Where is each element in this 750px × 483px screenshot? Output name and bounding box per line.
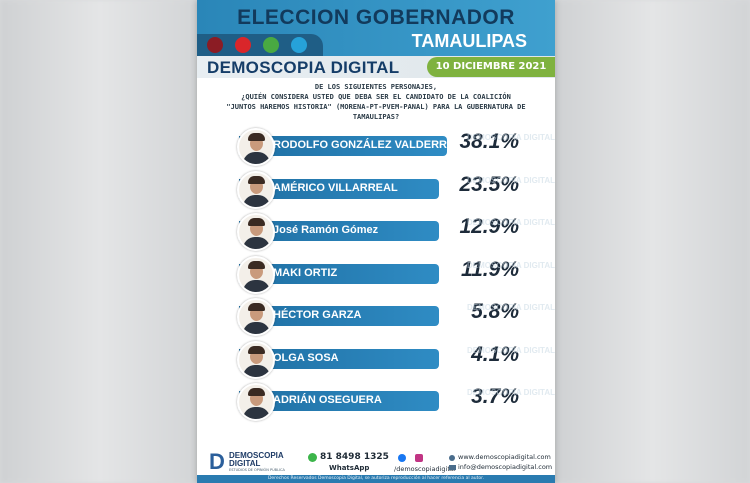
watermark-text: DEMOSCOPIA DIGITAL bbox=[467, 303, 555, 312]
candidate-name: MAKI ORTIZ bbox=[273, 266, 338, 279]
whatsapp-icon bbox=[308, 453, 317, 462]
watermark-text: DEMOSCOPIA DIGITAL bbox=[467, 388, 555, 397]
candidate-row: AMÉRICO VILLARREAL 23.5% DEMOSCOPIA DIGITA… bbox=[197, 169, 555, 209]
watermark-text: DEMOSCOPIA DIGITAL bbox=[467, 260, 555, 270]
brand-logo-icon: D bbox=[209, 449, 225, 474]
candidate-percentage: 4.1% bbox=[471, 342, 519, 366]
survey-question: DE LOS SIGUIENTES PERSONAJES, ¿QUIÉN CON… bbox=[205, 82, 547, 122]
candidate-percentage: 11.9% bbox=[461, 257, 519, 281]
question-line-1: DE LOS SIGUIENTES PERSONAJES, bbox=[314, 83, 438, 91]
date-badge: 10 DICIEMBRE 2021 bbox=[427, 57, 555, 77]
background-right-blur bbox=[555, 0, 750, 483]
page-subtitle: TAMAULIPAS bbox=[411, 31, 527, 51]
candidate-photo-icon bbox=[237, 170, 275, 209]
copyright-strip: Derechos Reservados Demoscopia Digital, … bbox=[197, 475, 555, 483]
candidate-percentage: 5.8% bbox=[471, 300, 519, 323]
watermark-text: DEMOSCOPIA DIGITAL bbox=[467, 218, 555, 227]
mail-icon bbox=[449, 465, 456, 470]
watermark-text: DEMOSCOPIA DIGITAL bbox=[467, 133, 555, 142]
email-link[interactable]: info@demoscopiadigital.com bbox=[458, 463, 553, 471]
candidate-bar bbox=[239, 136, 447, 156]
candidate-name: OLGA SOSA bbox=[273, 351, 339, 364]
poll-poster: ELECCION GOBERNADOR TAMAULIPAS DEMOSCOPI… bbox=[197, 0, 555, 483]
candidate-bar bbox=[239, 221, 439, 241]
candidate-name: RODOLFO GONZÁLEZ VALDERRAMA bbox=[273, 139, 473, 151]
candidate-name: José Ramón Gómez bbox=[273, 224, 379, 236]
social-handle[interactable]: /demoscopiadigital bbox=[394, 465, 456, 473]
candidate-photo-icon bbox=[237, 340, 275, 379]
watermark-text: DEMOSCOPIA DIGITAL bbox=[467, 345, 555, 355]
footer-brand-line-2: DIGITAL bbox=[229, 459, 261, 468]
candidate-row: HÉCTOR GARZA 5.8% DEMOSCOPIA DIGITAL bbox=[197, 296, 555, 336]
facebook-icon[interactable] bbox=[398, 454, 406, 462]
website-link[interactable]: www.demoscopiadigital.com bbox=[458, 453, 551, 461]
pvem-logo-icon bbox=[263, 37, 279, 53]
question-line-3: "JUNTOS HAREMOS HISTORIA" (MORENA-PT-PVE… bbox=[226, 103, 526, 121]
watermark-text: DEMOSCOPIA DIGITAL bbox=[467, 175, 555, 185]
candidate-photo-icon bbox=[237, 298, 275, 336]
candidate-bar bbox=[239, 391, 439, 411]
candidate-bar bbox=[239, 348, 439, 369]
question-line-2: ¿QUIÉN CONSIDERA USTED QUE DEBA SER EL C… bbox=[241, 93, 511, 101]
footer-brand-tag: ESTUDIOS DE OPINIÓN PÚBLICA bbox=[229, 468, 285, 472]
globe-icon bbox=[449, 455, 455, 461]
candidate-row: José Ramón Gómez 12.9% DEMOSCOPIA DIGITAL bbox=[197, 211, 555, 251]
morena-logo-icon bbox=[207, 37, 223, 53]
candidate-name: HÉCTOR GARZA bbox=[273, 309, 362, 321]
whatsapp-label: WhatsApp bbox=[329, 464, 370, 472]
instagram-icon[interactable] bbox=[415, 454, 423, 462]
candidate-bar bbox=[239, 263, 439, 284]
candidate-percentage: 38.1% bbox=[459, 130, 519, 153]
candidate-bar bbox=[239, 178, 439, 199]
candidate-photo-icon bbox=[237, 255, 275, 294]
candidate-photo-icon bbox=[237, 213, 275, 251]
candidate-percentage: 23.5% bbox=[459, 172, 519, 196]
candidate-bar bbox=[239, 306, 439, 326]
candidate-percentage: 12.9% bbox=[459, 215, 519, 238]
candidate-row: MAKI ORTIZ 11.9% DEMOSCOPIA DIGITAL bbox=[197, 254, 555, 294]
page-title: ELECCION GOBERNADOR bbox=[237, 6, 515, 29]
candidate-name: AMÉRICO VILLARREAL bbox=[273, 181, 398, 194]
background-left-blur bbox=[0, 0, 200, 483]
pt-logo-icon bbox=[235, 37, 251, 53]
whatsapp-number[interactable]: 81 8498 1325 bbox=[320, 452, 389, 462]
footer-brand: DEMOSCOPIA DIGITAL bbox=[229, 452, 299, 468]
candidate-photo-icon bbox=[237, 128, 275, 166]
panal-logo-icon bbox=[291, 37, 307, 53]
candidate-row: RODOLFO GONZÁLEZ VALDERRAMA 38.1% DEMOSCOP… bbox=[197, 126, 555, 166]
candidate-photo-icon bbox=[237, 383, 275, 421]
candidate-percentage: 3.7% bbox=[471, 385, 519, 408]
footer-brand-line-1: DEMOSCOPIA bbox=[229, 451, 284, 460]
candidate-row: ADRIÁN OSEGUERA 3.7% DEMOSCOPIA DIGITAL bbox=[197, 381, 555, 421]
brand-name: DEMOSCOPIA DIGITAL bbox=[207, 58, 400, 77]
candidate-name: ADRIÁN OSEGUERA bbox=[273, 394, 382, 406]
candidate-row: OLGA SOSA 4.1% DEMOSCOPIA DIGITAL bbox=[197, 339, 555, 379]
